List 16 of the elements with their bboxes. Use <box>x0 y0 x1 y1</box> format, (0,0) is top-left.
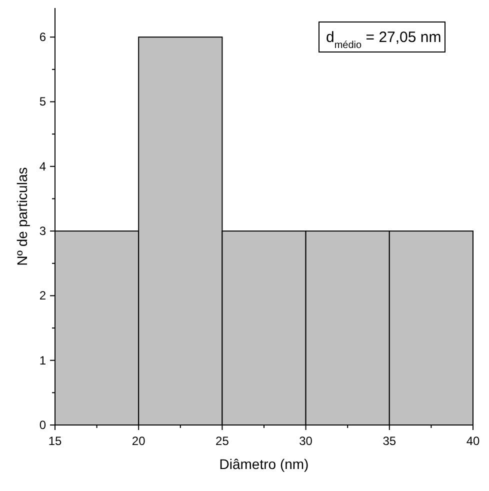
x-tick-label: 25 <box>216 434 230 448</box>
x-axis-title: Diâmetro (nm) <box>219 456 309 472</box>
y-tick-label: 5 <box>39 94 46 109</box>
annotation: d$_{médio}$ = 27,05 nm <box>326 29 442 50</box>
x-tick-label: 30 <box>299 434 313 448</box>
x-tick-label: 15 <box>48 434 62 448</box>
x-tick-label: 20 <box>132 434 146 448</box>
y-tick-label: 6 <box>39 30 46 44</box>
y-tick-label: 3 <box>39 224 46 238</box>
y-tick-label: 4 <box>39 159 46 174</box>
y-tick-label: 2 <box>39 288 46 303</box>
x-tick-label: 40 <box>466 434 480 448</box>
y-tick-label: 0 <box>39 418 46 432</box>
y-axis-title: Nº de particulas <box>14 167 30 266</box>
y-tick-label: 1 <box>39 353 46 368</box>
x-tick-label: 35 <box>382 434 396 448</box>
